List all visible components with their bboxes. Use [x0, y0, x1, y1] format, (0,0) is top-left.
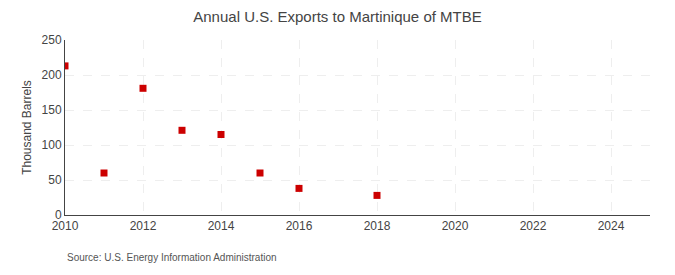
svg-text:2012: 2012	[130, 219, 157, 233]
svg-text:Source: U.S. Energy Informatio: Source: U.S. Energy Information Administ…	[67, 252, 277, 263]
svg-text:2020: 2020	[442, 219, 469, 233]
svg-text:100: 100	[42, 138, 62, 152]
svg-text:2022: 2022	[520, 219, 547, 233]
svg-text:150: 150	[42, 103, 62, 117]
svg-text:50: 50	[48, 173, 62, 187]
svg-text:2024: 2024	[598, 219, 625, 233]
svg-text:200: 200	[42, 68, 62, 82]
svg-text:250: 250	[42, 33, 62, 47]
svg-text:2018: 2018	[364, 219, 391, 233]
svg-text:Annual U.S. Exports to Martini: Annual U.S. Exports to Martinique of MTB…	[193, 8, 481, 25]
svg-text:0: 0	[55, 208, 62, 222]
svg-text:2016: 2016	[286, 219, 313, 233]
svg-text:2010: 2010	[52, 219, 79, 233]
svg-text:Thousand Barrels: Thousand Barrels	[20, 80, 34, 175]
svg-text:2014: 2014	[208, 219, 235, 233]
